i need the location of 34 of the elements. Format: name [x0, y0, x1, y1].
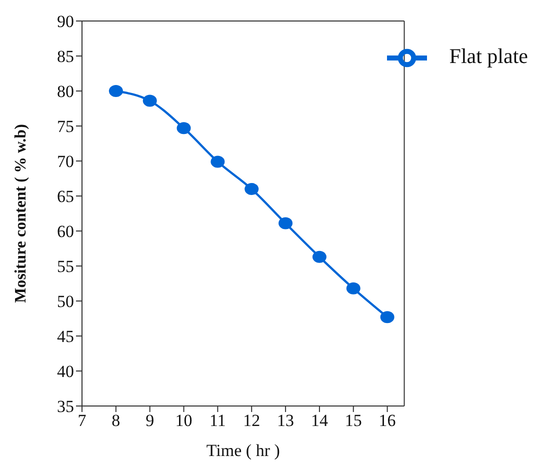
x-tick-label: 11	[210, 411, 226, 430]
y-tick-label: 40	[57, 362, 74, 382]
y-tick-label: 50	[57, 292, 74, 312]
point	[176, 122, 191, 134]
x-tick-label: 14	[310, 411, 328, 430]
point	[142, 94, 157, 107]
point	[108, 85, 123, 97]
y-tick-label: 85	[57, 47, 74, 66]
legend-label: Flat plate	[449, 44, 528, 68]
y-tick-label: 35	[57, 397, 74, 416]
point	[210, 156, 225, 168]
point	[312, 250, 326, 263]
y-tick-label: 45	[57, 327, 74, 346]
x-tick-label: 12	[243, 411, 260, 430]
x-tick-label: 16	[378, 411, 396, 430]
x-tick-label: 15	[344, 411, 362, 430]
point	[380, 311, 394, 324]
x-tick-label: 10	[175, 411, 192, 430]
x-tick-label: 13	[277, 411, 294, 430]
y-tick-label: 70	[57, 152, 74, 172]
y-tick-label: 90	[57, 12, 74, 32]
point	[244, 183, 259, 195]
x-tick-label: 9	[146, 411, 154, 430]
y-tick-label: 75	[57, 117, 74, 136]
y-tick-label: 80	[57, 82, 74, 102]
x-axis-title: Time ( hr )	[206, 441, 280, 460]
y-axis-title: Mositure content ( % w.b)	[12, 124, 30, 303]
point	[278, 217, 293, 230]
x-tick-label: 7	[78, 411, 87, 430]
point	[346, 282, 360, 294]
y-tick-label: 55	[57, 257, 74, 276]
y-tick-label: 65	[57, 187, 74, 206]
y-tick-label: 60	[57, 222, 74, 242]
x-tick-label: 8	[112, 411, 120, 430]
